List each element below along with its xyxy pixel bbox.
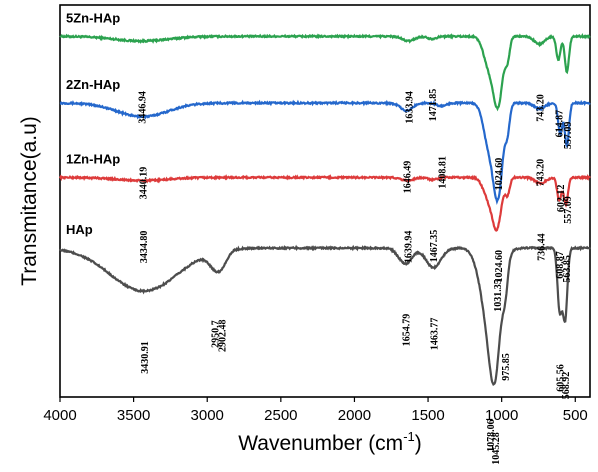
peak-label: 608.87 — [555, 251, 566, 279]
x-axis-title: Wavenumber (cm-1) — [238, 429, 422, 455]
series-line-5zn-hap — [59, 33, 591, 112]
series-name-label: HAp — [66, 222, 93, 237]
peak-label: 1024.60 — [494, 250, 505, 283]
x-tick-label: 1000 — [485, 407, 518, 424]
series-line-hap — [59, 244, 591, 387]
peak-label: 3434.80 — [139, 231, 150, 264]
peak-label: 557.09 — [563, 122, 574, 150]
peak-label: 2902.48 — [218, 320, 229, 353]
peak-labels: 5Zn-HAp 3446.94 1633.94 1471.85 1024.60 743.2… — [66, 10, 574, 464]
x-tick-label: 4000 — [43, 407, 76, 424]
peak-label: 1408.81 — [438, 156, 449, 189]
series-name-label: 2Zn-HAp — [66, 77, 120, 92]
peak-label: 1463.77 — [429, 318, 440, 351]
peak-label: 3440.19 — [138, 167, 149, 200]
peak-label: 1467.35 — [429, 230, 440, 262]
x-tick-label: 2000 — [338, 407, 371, 424]
peak-label: 563.85 — [562, 255, 573, 283]
peak-label: 602.12 — [556, 185, 567, 213]
peak-label: 3430.91 — [140, 341, 151, 374]
spectra — [59, 33, 591, 387]
peak-label: 1633.94 — [404, 91, 415, 124]
peak-label: 1078.06 — [486, 419, 497, 452]
peak-label: 743.20 — [536, 94, 547, 122]
x-axis-ticks: 4000 3500 3000 2500 2000 1500 1000 500 — [43, 397, 588, 424]
peak-label: 1654.79 — [401, 314, 412, 347]
peak-label: 743.20 — [536, 159, 547, 187]
peak-label: 1471.85 — [428, 89, 439, 122]
peak-label: 1639.94 — [404, 231, 415, 264]
peak-label: 557.09 — [563, 196, 574, 224]
peak-label: 3446.94 — [137, 91, 148, 124]
x-tick-label: 2500 — [264, 407, 297, 424]
peak-label: 605.56 — [556, 364, 567, 392]
peak-label: 614.87 — [554, 110, 565, 137]
peak-label: 1045.28 — [491, 432, 502, 465]
x-tick-label: 3000 — [191, 407, 224, 424]
series-line-1zn-hap — [59, 173, 591, 232]
series-line-2zn-hap — [59, 99, 591, 206]
plot-frame — [59, 4, 591, 398]
x-tick-label: 500 — [563, 407, 588, 424]
peak-label: 1031.35 — [493, 279, 504, 312]
peak-label: 975.85 — [501, 353, 512, 381]
series-name-label: 5Zn-HAp — [66, 10, 120, 25]
peak-label: 568.92 — [561, 372, 572, 400]
peak-label: 736.44 — [537, 233, 548, 261]
peak-label: 2950.7 — [211, 320, 222, 348]
series-name-label: 1Zn-HAp — [66, 151, 120, 166]
y-axis-title: Transmitance(a.u) — [18, 116, 41, 286]
peak-label: 1024.60 — [494, 158, 505, 191]
x-tick-label: 1500 — [411, 407, 444, 424]
peak-label: 1646.49 — [403, 161, 414, 194]
x-tick-label: 3500 — [117, 407, 150, 424]
